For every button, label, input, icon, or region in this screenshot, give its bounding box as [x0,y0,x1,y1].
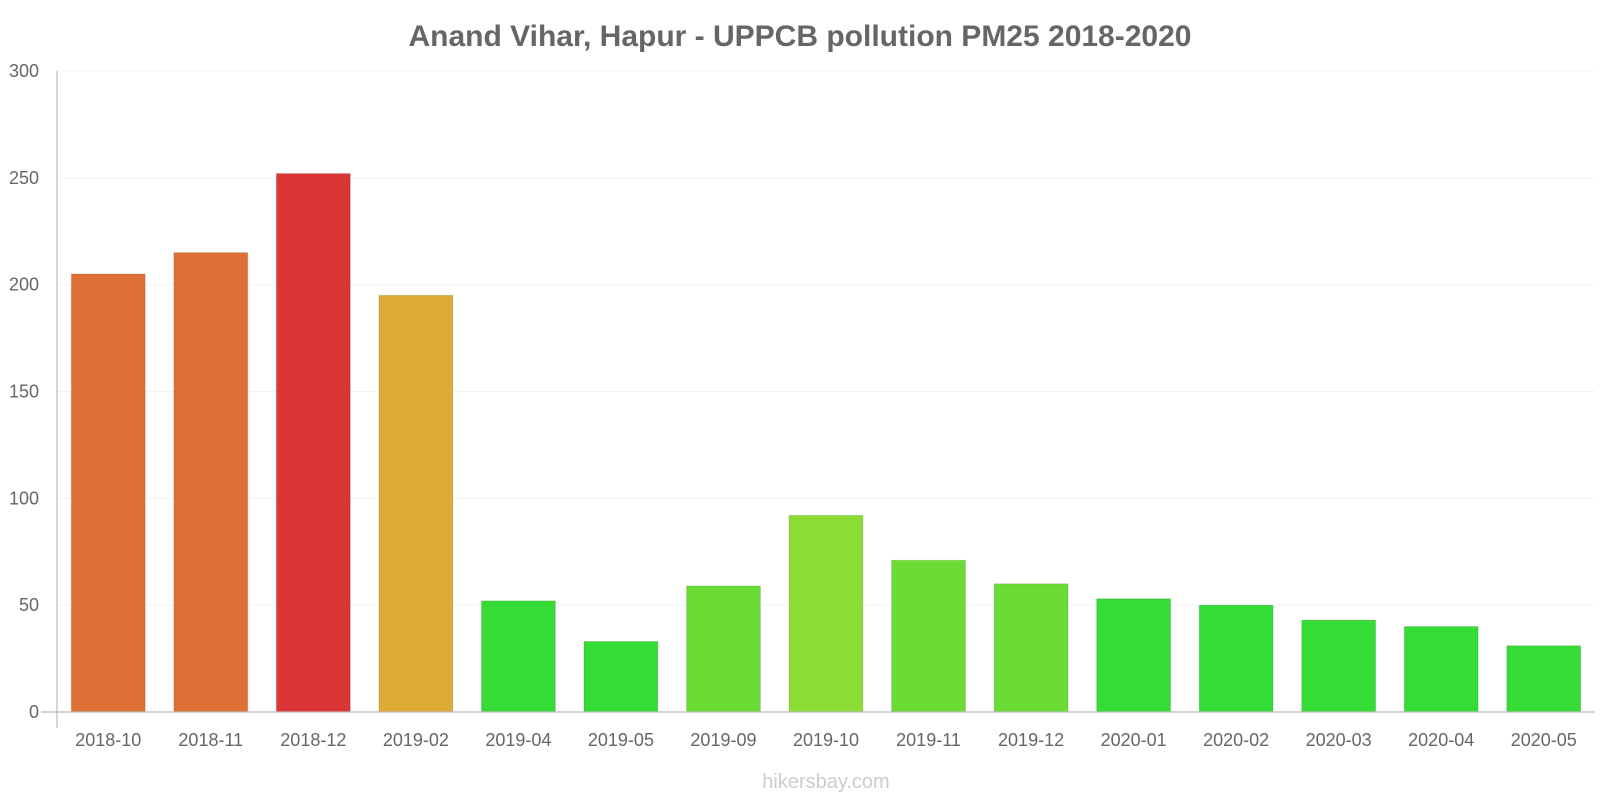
bar-2019-09 [686,585,761,713]
x-tick-label: 2020-01 [1101,730,1167,750]
bar-2020-04 [1403,626,1479,713]
y-axis-ticks: 0 50 100 150 200 250 300 [9,61,39,722]
x-tick-label: 2019-09 [690,730,756,750]
x-tick-label: 2020-04 [1408,730,1474,750]
chart-title: Anand Vihar, Hapur - UPPCB pollution PM2… [409,20,1192,53]
bar-2020-02 [1198,604,1274,713]
bar-2019-02 [378,294,454,713]
bar-2019-10 [788,514,864,713]
bar-2020-01 [1096,598,1172,713]
bar-2019-05 [583,640,659,713]
x-tick-label: 2020-05 [1511,730,1577,750]
bar-2018-10 [70,273,146,713]
y-tick-label: 0 [29,702,39,722]
x-tick-label: 2019-02 [383,730,449,750]
x-axis-ticks: 2018-10 2018-11 2018-12 2019-02 2019-04 2019-… [75,730,1577,750]
bar-2020-03 [1301,619,1377,713]
x-tick-label: 2019-04 [485,730,551,750]
bar-2019-11 [891,559,966,713]
bar-2020-05 [1506,645,1582,713]
axes [41,71,1595,728]
bar-2018-11 [173,252,249,713]
bar-2019-12 [993,583,1069,713]
y-tick-label: 300 [9,61,39,81]
y-tick-label: 50 [19,595,39,615]
x-tick-label: 2019-05 [588,730,654,750]
x-tick-label: 2020-02 [1203,730,1269,750]
y-tick-label: 100 [9,488,39,508]
x-tick-label: 2018-12 [280,730,346,750]
bars [70,173,1582,713]
bar-2019-04 [480,600,556,713]
x-tick-label: 2018-10 [75,730,141,750]
y-tick-label: 250 [9,168,39,188]
y-tick-label: 200 [9,275,39,295]
x-tick-label: 2019-11 [896,730,961,750]
x-tick-label: 2019-12 [998,730,1064,750]
x-tick-label: 2018-11 [178,730,243,750]
y-tick-label: 150 [9,382,39,402]
x-tick-label: 2020-03 [1306,730,1372,750]
x-tick-label: 2019-10 [793,730,859,750]
bar-2018-12 [275,173,351,713]
source-credit: hikersbay.com [762,771,889,793]
